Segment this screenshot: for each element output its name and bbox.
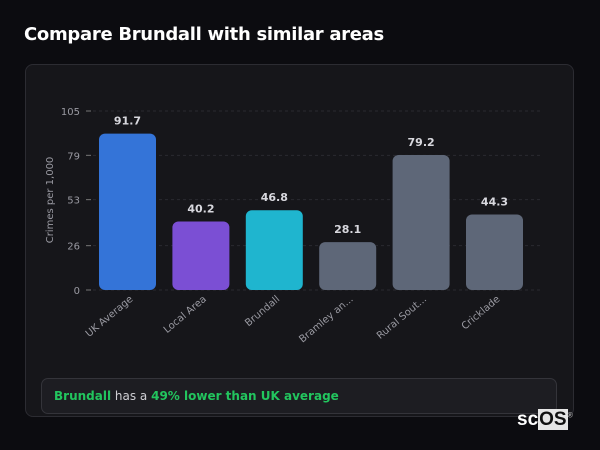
- summary-box: Brundall has a 49% lower than UK average: [41, 378, 557, 414]
- category-label: UK Average: [84, 294, 136, 340]
- bar: [319, 242, 377, 290]
- area-name: Brundall: [54, 389, 112, 403]
- summary-text: has a: [111, 389, 152, 403]
- category-label: Rural Sout...: [375, 294, 429, 342]
- bar: [172, 221, 230, 290]
- y-axis-label: Crimes per 1,000: [45, 157, 56, 244]
- category-label: Cricklade: [460, 294, 503, 332]
- summary-highlight: 49% lower than UK average: [151, 389, 339, 403]
- bar: [99, 133, 156, 290]
- bar-value-label: 40.2: [187, 202, 214, 215]
- category-label: Local Area: [162, 294, 209, 336]
- y-tick-label: 105: [61, 107, 80, 118]
- bar-value-label: 28.1: [334, 223, 361, 236]
- bar-value-label: 91.7: [114, 115, 141, 128]
- scos-logo: scOS®: [517, 409, 573, 430]
- category-label: Brundall: [243, 294, 282, 329]
- bar-value-label: 46.8: [261, 191, 288, 204]
- y-tick-label: 53: [67, 196, 80, 207]
- y-tick-label: 26: [67, 242, 80, 253]
- y-tick-label: 79: [67, 151, 80, 162]
- bar-value-label: 44.3: [481, 195, 508, 208]
- bar: [466, 214, 523, 290]
- bar: [392, 154, 450, 290]
- category-label: Bramley an...: [297, 294, 355, 345]
- bar: [245, 210, 303, 290]
- page-title: Compare Brundall with similar areas: [24, 24, 384, 45]
- y-tick-label: 0: [74, 286, 80, 297]
- bar-value-label: 79.2: [408, 136, 435, 149]
